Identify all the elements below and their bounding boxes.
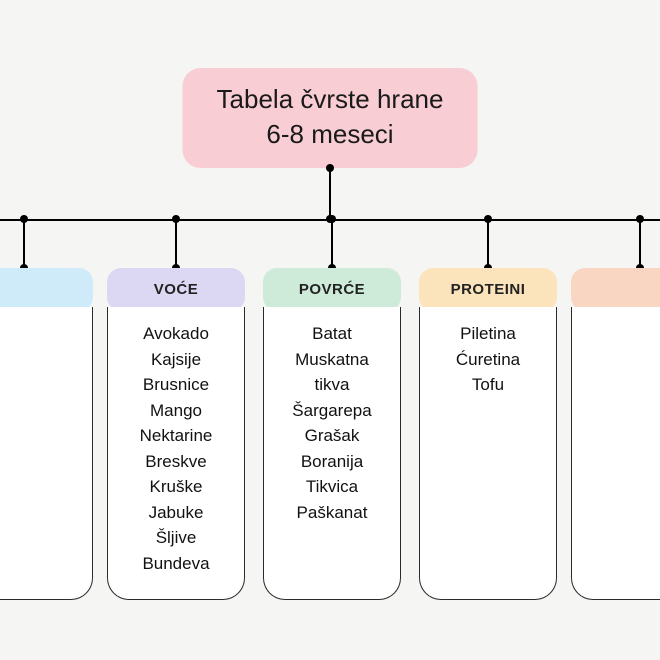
- category-header: PROTEINI: [419, 268, 557, 311]
- category-item: Ćuretina: [426, 347, 550, 373]
- connector-col-4: [639, 219, 641, 268]
- category-header: POVRĆE: [263, 268, 401, 311]
- category-item: Bundeva: [114, 551, 238, 577]
- connector-root-dot-top: [326, 164, 334, 172]
- title-box: Tabela čvrste hrane 6-8 meseci: [183, 68, 478, 168]
- category-item: Jabuke: [114, 500, 238, 526]
- connector-col-0-dot-top: [20, 215, 28, 223]
- category-column-1: VOĆEAvokadoKajsijeBrusniceMangoNektarine…: [107, 268, 245, 600]
- category-item: Tofu: [426, 372, 550, 398]
- category-item: Šljive: [114, 525, 238, 551]
- connector-col-1: [175, 219, 177, 268]
- category-item: Šargarepa: [270, 398, 394, 424]
- connector-col-3: [487, 219, 489, 268]
- category-header: [0, 268, 93, 311]
- category-items: [0, 307, 93, 600]
- category-items: PiletinaĆuretinaTofu: [419, 307, 557, 600]
- category-column-0: [0, 268, 93, 600]
- connector-col-2: [331, 219, 333, 268]
- connector-col-3-dot-top: [484, 215, 492, 223]
- category-column-3: PROTEINIPiletinaĆuretinaTofu: [419, 268, 557, 600]
- title-line-2: 6-8 meseci: [217, 117, 444, 152]
- category-item: Grašak: [270, 423, 394, 449]
- connector-col-4-dot-top: [636, 215, 644, 223]
- category-item: Mango: [114, 398, 238, 424]
- category-items: AvokadoKajsijeBrusniceMangoNektarineBres…: [107, 307, 245, 600]
- category-header: [571, 268, 660, 311]
- category-item: Breskve: [114, 449, 238, 475]
- category-item: Kruške: [114, 474, 238, 500]
- category-item: Brusnice: [114, 372, 238, 398]
- title-line-1: Tabela čvrste hrane: [217, 82, 444, 117]
- connector-col-2-dot-top: [328, 215, 336, 223]
- connector-col-0: [23, 219, 25, 268]
- category-column-4: [571, 268, 660, 600]
- category-items: BatatMuskatnatikvaŠargarepaGrašakBoranij…: [263, 307, 401, 600]
- category-item: Muskatna: [270, 347, 394, 373]
- connector-root: [329, 168, 331, 219]
- category-header: VOĆE: [107, 268, 245, 311]
- category-item: Nektarine: [114, 423, 238, 449]
- category-items: [571, 307, 660, 600]
- category-item: Kajsije: [114, 347, 238, 373]
- connector-col-1-dot-top: [172, 215, 180, 223]
- category-item: tikva: [270, 372, 394, 398]
- category-item: Batat: [270, 321, 394, 347]
- category-item: Boranija: [270, 449, 394, 475]
- category-item: Paškanat: [270, 500, 394, 526]
- category-item: Piletina: [426, 321, 550, 347]
- category-item: Avokado: [114, 321, 238, 347]
- category-item: Tikvica: [270, 474, 394, 500]
- category-column-2: POVRĆEBatatMuskatnatikvaŠargarepaGrašakB…: [263, 268, 401, 600]
